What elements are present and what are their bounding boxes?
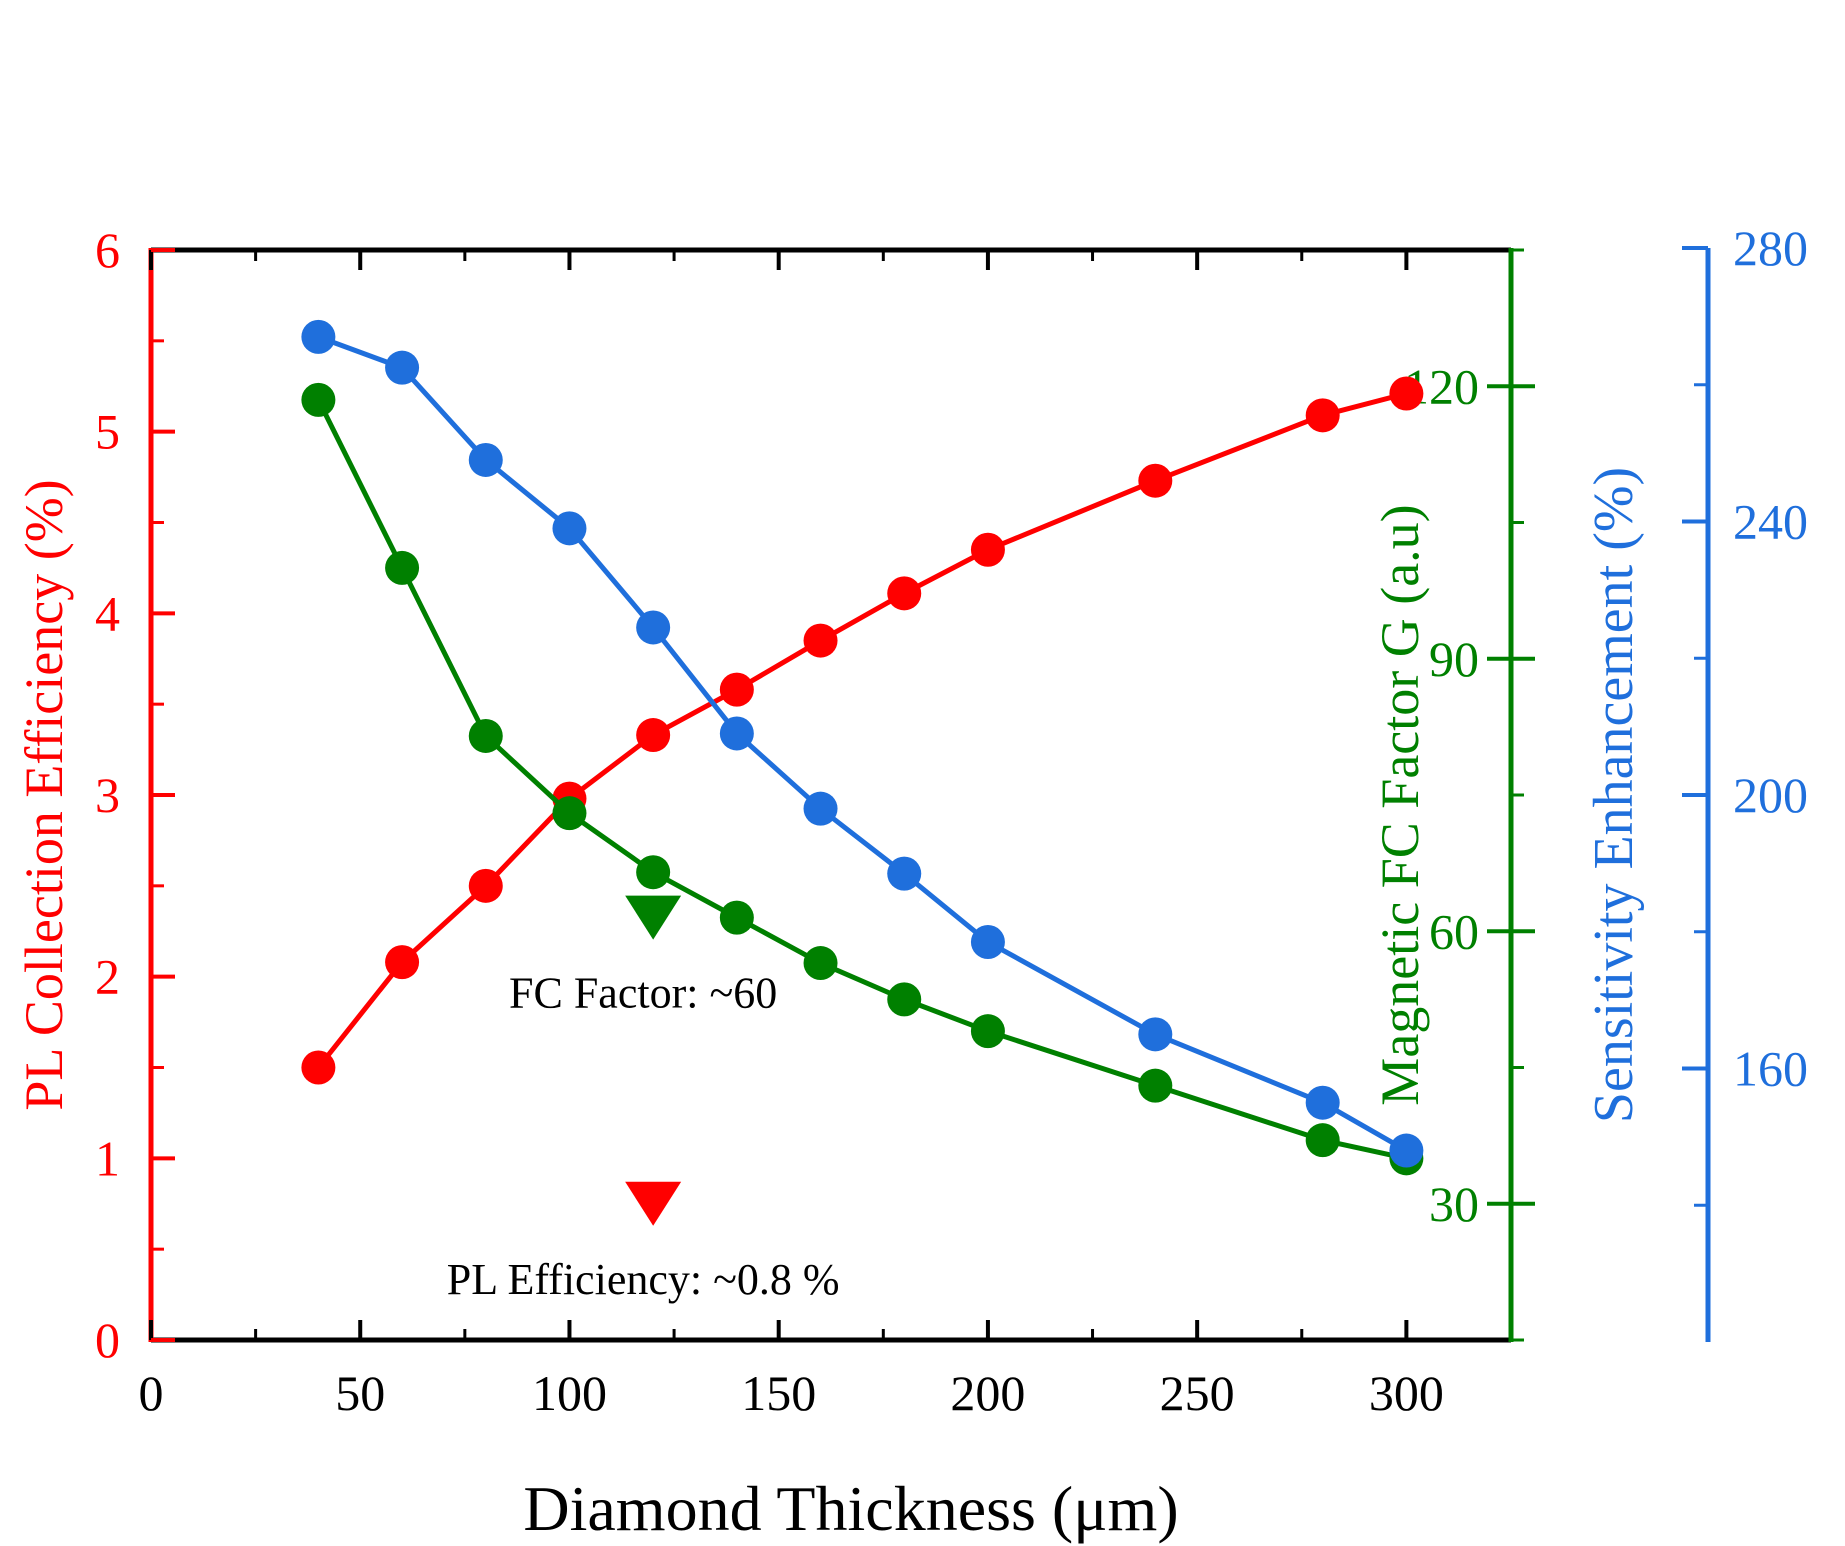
data-point-right — [1306, 1086, 1340, 1120]
left-tick-label: 0 — [95, 1312, 120, 1368]
left-tick-label: 6 — [95, 222, 120, 278]
left-tick-label: 4 — [95, 585, 120, 641]
annotation-marker-triangle — [625, 896, 681, 940]
annotation-layer: FC Factor: ~60 PL Efficiency: ~0.8 % — [447, 896, 840, 1304]
data-point-right — [804, 792, 838, 826]
data-point-green — [552, 796, 586, 830]
data-point-left — [636, 718, 670, 752]
chart: 0 50 100 150 200 250 300Diamond Thickness (μm)… — [0, 0, 1845, 1546]
data-point-green — [804, 946, 838, 980]
data-point-left — [301, 1051, 335, 1085]
right-tick-label: 240 — [1733, 494, 1808, 550]
data-point-left — [971, 533, 1005, 567]
data-point-right — [1138, 1017, 1172, 1051]
series-line-green — [318, 400, 1406, 1158]
series-layer — [301, 320, 1423, 1175]
data-point-right — [887, 857, 921, 891]
green-tick-label: 60 — [1429, 903, 1479, 959]
data-point-green — [887, 982, 921, 1016]
right-tick-label: 200 — [1733, 767, 1808, 823]
data-point-left — [1138, 464, 1172, 498]
x-axis-title: Diamond Thickness (μm) — [523, 1473, 1178, 1544]
x-tick-label: 300 — [1369, 1365, 1444, 1421]
data-point-left — [469, 869, 503, 903]
data-point-right — [552, 511, 586, 545]
data-point-left — [720, 673, 754, 707]
x-tick-label: 200 — [950, 1365, 1025, 1421]
right-axis-title: Sensitivity Enhancement (%) — [1583, 467, 1645, 1123]
data-point-green — [385, 551, 419, 585]
right-tick-label: 160 — [1733, 1041, 1808, 1097]
green-tick-label: 90 — [1429, 631, 1479, 687]
left-tick-label: 1 — [95, 1130, 120, 1186]
annotation-marker-triangle — [625, 1182, 681, 1226]
data-point-left — [1306, 398, 1340, 432]
data-point-right — [301, 320, 335, 354]
data-point-green — [1138, 1069, 1172, 1103]
x-tick-label: 0 — [139, 1365, 164, 1421]
left-tick-label: 3 — [95, 767, 120, 823]
x-tick-label: 50 — [335, 1365, 385, 1421]
right-tick-label: 280 — [1733, 220, 1808, 276]
data-point-green — [301, 383, 335, 417]
data-point-left — [1389, 377, 1423, 411]
data-point-right — [385, 351, 419, 385]
green-axis-title: Magnetic FC Factor G (a.u) — [1370, 504, 1430, 1105]
data-point-right — [720, 716, 754, 750]
x-tick-label: 250 — [1160, 1365, 1235, 1421]
data-point-green — [1306, 1123, 1340, 1157]
data-point-right — [971, 925, 1005, 959]
data-point-green — [469, 719, 503, 753]
data-point-right — [636, 610, 670, 644]
data-point-green — [636, 855, 670, 889]
left-axis-title: PL Collection Efficiency (%) — [14, 479, 74, 1110]
left-tick-label: 2 — [95, 949, 120, 1005]
left-tick-label: 5 — [95, 404, 120, 460]
x-tick-label: 100 — [532, 1365, 607, 1421]
x-tick-label: 150 — [741, 1365, 816, 1421]
annotation-label: FC Factor: ~60 — [509, 969, 777, 1018]
data-point-green — [971, 1014, 1005, 1048]
data-point-left — [385, 945, 419, 979]
data-point-left — [804, 624, 838, 658]
annotation-label: PL Efficiency: ~0.8 % — [447, 1255, 840, 1304]
data-point-right — [469, 443, 503, 477]
data-point-green — [720, 901, 754, 935]
data-point-right — [1389, 1134, 1423, 1168]
green-tick-label: 30 — [1429, 1176, 1479, 1232]
data-point-left — [887, 576, 921, 610]
